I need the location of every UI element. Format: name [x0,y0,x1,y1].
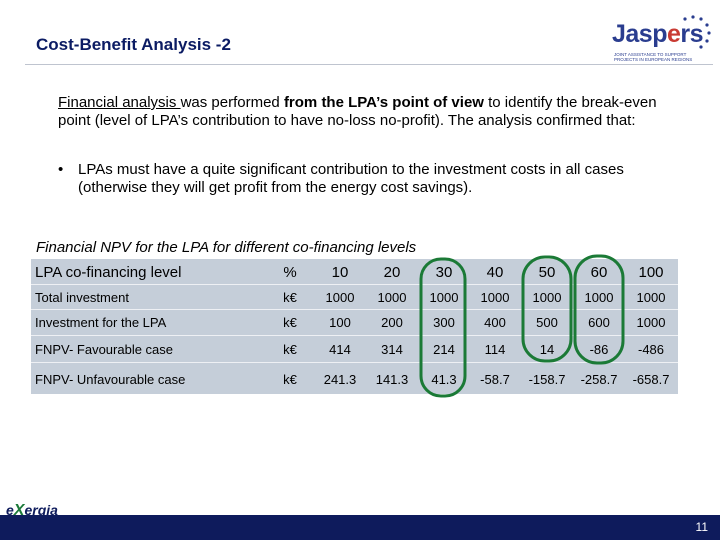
table-header-level: 60 [590,264,608,281]
table-cell: 1000 [636,290,666,305]
table-cell: 214 [433,342,455,357]
table-cell: 300 [433,315,455,330]
table-row-label: Investment for the LPA [35,315,167,330]
jaspers-logo: Jaspers JOINT ASSISTANCE TO SUPPORT PROJ… [612,14,712,66]
table-caption: Financial NPV for the LPA for different … [36,239,417,256]
table-divider [31,335,678,336]
table-header-level: 30 [435,264,453,281]
table-cell: 500 [536,315,558,330]
eu-stars-icon [683,15,711,49]
logo-subtitle: JOINT ASSISTANCE TO SUPPORT PROJECTS IN … [614,52,693,62]
table-cell: 41.3 [431,372,457,387]
header-divider [25,64,713,65]
table-cell: 14 [539,342,555,357]
table-cell: -86 [589,342,609,357]
table-cell: -158.7 [528,372,566,387]
table-header-label: LPA co-financing level [35,264,182,281]
bullet-icon: • [58,161,64,178]
table-divider [31,362,678,363]
table-header-level: 40 [486,264,504,281]
bullet-text: LPAs must have a quite significant contr… [78,161,624,196]
table-cell: 1000 [325,290,355,305]
table-header-level: 20 [383,264,401,281]
table-cell: 241.3 [323,372,357,387]
table-header-level: 10 [331,264,349,281]
table-cell: 1000 [636,315,666,330]
table-header-level: 100 [638,264,664,281]
table-row-label: FNPV- Unfavourable case [35,372,186,387]
table-cell: 1000 [429,290,459,305]
page-number: 11 [695,520,708,534]
table-cell: 1000 [480,290,510,305]
bullet-item: • LPAs must have a quite significant con… [58,161,668,197]
table-cell: 414 [329,342,351,357]
slide-title: Cost-Benefit Analysis -2 [36,35,231,54]
intro-paragraph: Financial analysis was performed from th… [58,94,657,129]
logo-wordmark: Jaspers [612,20,704,48]
table-cell: 1000 [532,290,562,305]
table-divider [31,309,678,310]
table-header-unit: % [283,264,297,281]
table-cell: -486 [637,342,665,357]
table-cell: -258.7 [580,372,618,387]
table-cell-unit: k€ [283,372,297,387]
table-cell: 200 [381,315,403,330]
table-row-label: Total investment [35,290,129,305]
table-cell-unit: k€ [283,290,297,305]
table-divider [31,284,678,285]
table-cell: -58.7 [480,372,510,387]
table-row-label: FNPV- Favourable case [35,342,174,357]
footer-bar [0,515,720,540]
table-cell: 114 [484,342,506,357]
table-cell: 141.3 [375,372,409,387]
exergia-logo: eXergia [6,502,58,519]
table-cell: -658.7 [632,372,670,387]
table-cell: 1000 [584,290,614,305]
table-cell: 314 [381,342,403,357]
table-cell-unit: k€ [283,315,297,330]
table-cell: 1000 [377,290,407,305]
table-cell: 400 [484,315,506,330]
table-cell: 600 [588,315,610,330]
table-header-level: 50 [538,264,556,281]
table-cell: 100 [329,315,351,330]
table-cell-unit: k€ [283,342,297,357]
